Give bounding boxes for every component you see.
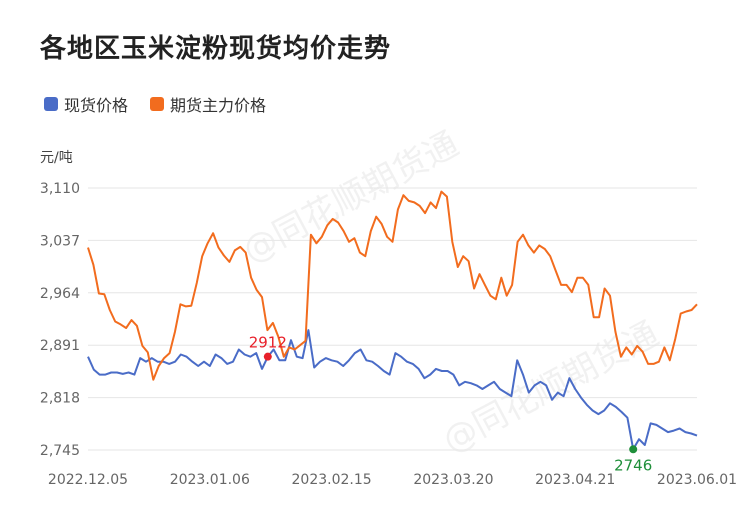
y-tick-label-4: 3,037: [40, 233, 80, 249]
legend-item-spot[interactable]: 现货价格: [44, 92, 128, 116]
legend-item-futures[interactable]: 期货主力价格: [150, 92, 266, 116]
y-tick-label-2: 2,891: [40, 338, 80, 354]
x-tick-label-2: 2023.02.15: [292, 472, 372, 488]
x-tick-label-4: 2023.04.21: [535, 472, 615, 488]
x-tick-label-1: 2023.01.06: [170, 472, 250, 488]
legend-label-spot: 现货价格: [64, 96, 129, 115]
x-tick-label-0: 2022.12.05: [48, 472, 128, 488]
x-tick-label-5: 2023.06.01: [657, 472, 737, 488]
spot-price-line: [87, 329, 698, 451]
legend: 现货价格 期货主力价格: [44, 92, 288, 116]
y-tick-label-0: 2,745: [40, 443, 80, 459]
annotation-min-label: 2746: [614, 456, 652, 474]
y-axis-unit: 元/吨: [40, 150, 73, 166]
y-tick-label-5: 3,110: [40, 181, 80, 197]
chart-title: 各地区玉米淀粉现货均价走势: [40, 34, 392, 64]
annotation-max-label: 2912: [249, 334, 287, 352]
annotation-min-marker: [629, 445, 638, 454]
legend-swatch-futures: [150, 97, 165, 111]
y-tick-label-3: 2,964: [40, 286, 80, 302]
x-tick-label-3: 2023.03.20: [413, 472, 493, 488]
futures-price-line: [87, 190, 698, 381]
legend-swatch-spot: [44, 97, 58, 111]
legend-label-futures: 期货主力价格: [170, 96, 267, 115]
annotation-max-marker: [263, 352, 272, 361]
y-tick-label-1: 2,818: [40, 391, 80, 407]
